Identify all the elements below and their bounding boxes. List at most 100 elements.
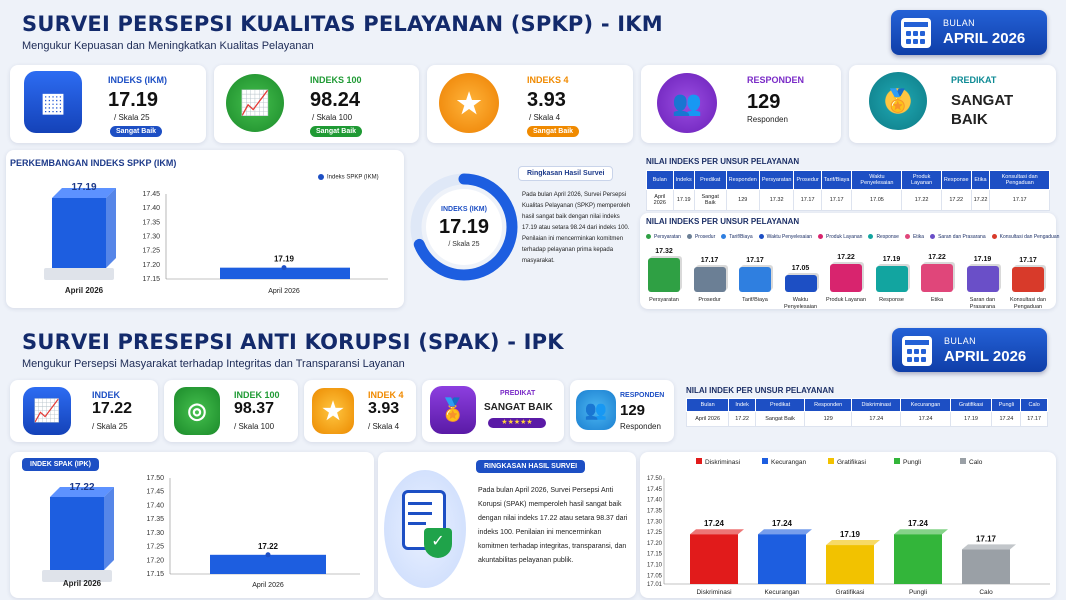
kpi-card-responden: 👥 RESPONDEN 129 Responden — [570, 380, 674, 442]
target-icon: ◎ — [174, 387, 220, 435]
table-header: Konsultasi dan Pengaduan — [989, 170, 1050, 190]
data-label: 17.19 — [882, 256, 901, 264]
table-cell: Sangat Baik — [693, 189, 727, 211]
unsur-bar — [966, 266, 999, 292]
bar-side — [106, 188, 116, 268]
unsur-bar — [875, 266, 908, 292]
calendar-icon — [902, 336, 932, 366]
table-header: Responden — [804, 398, 853, 412]
y-tick-label: 17.20 — [146, 557, 164, 564]
section-title: PERKEMBANGAN INDEKS SPKP (IKM) — [10, 158, 177, 168]
kpi-value: 98.37 — [234, 400, 275, 417]
x-tick-label: Waktu Penyelesaian — [783, 297, 818, 310]
table-cell: 17.17 — [1020, 411, 1048, 427]
table-cell: 17.24 — [991, 411, 1022, 427]
table-cell: 17.24 — [851, 411, 902, 427]
table-header: Prosedur — [793, 170, 822, 190]
legend-item: Etika — [904, 234, 924, 240]
legend-swatch — [960, 458, 966, 464]
y-tick-label: 17.35 — [146, 516, 164, 523]
kpi-scale: / Skala 100 — [312, 113, 353, 122]
y-tick-label: 17.50 — [647, 476, 663, 482]
kpi-card-indek: 📈 INDEK 17.22 / Skala 25 — [10, 380, 158, 442]
table-header: Predikat — [693, 170, 727, 190]
data-label: 17.22 — [928, 254, 946, 262]
data-label: 17.17 — [1019, 257, 1037, 265]
unsur-bar — [784, 274, 817, 292]
x-tick-label: Konsultasi dan Pengaduan — [1009, 297, 1047, 310]
data-point — [265, 552, 271, 558]
legend-item: Saran dan Prasarana — [930, 234, 986, 240]
data-label: 17.19 — [840, 530, 861, 539]
legend-item: Persyaratan — [646, 234, 681, 240]
x-tick-label: Persyaratan — [649, 297, 679, 303]
unsur-bar — [693, 267, 726, 292]
spak-title: SURVEI PRESEPSI ANTI KORUPSI (SPAK) - IP… — [22, 330, 564, 354]
bar — [962, 549, 1010, 584]
y-tick-label: 17.40 — [142, 205, 160, 212]
block-value-label: 17.22 — [69, 482, 94, 493]
calendar-icon — [901, 18, 931, 48]
data-label: 17.32 — [655, 247, 673, 255]
unsur-bar — [830, 264, 862, 292]
legend-dot — [991, 234, 997, 240]
unsur-bar — [739, 267, 771, 292]
legend-dot — [818, 234, 824, 240]
table-cell: April 2026 — [646, 189, 674, 211]
kpi-value: 129 — [747, 91, 781, 113]
table-cell: 17.17 — [989, 189, 1050, 211]
spkp-unsur-chart: 17.32 Persyaratan 17.17 Prosedur 17.17 Tarif/… — [640, 240, 1056, 310]
table-header: Bulan — [685, 398, 730, 412]
table-cell: 17.32 — [758, 189, 795, 211]
x-tick-label: Pungli — [909, 589, 927, 596]
legend-label: Indeks SPKP (IKM) — [327, 174, 379, 181]
legend-label: Kecurangan — [771, 459, 806, 466]
table-cell: 17.19 — [949, 411, 993, 427]
table-cell: 17.22 — [970, 189, 991, 211]
legend-dot — [868, 234, 874, 240]
x-tick-label: Kecurangan — [764, 589, 799, 596]
people-icon: 👥 — [657, 73, 717, 133]
legend-item: Produk Layanan — [818, 234, 862, 240]
spak-trend-chart: 17.50 17.45 17.40 17.35 17.30 17.25 17.20 17.15… — [42, 475, 360, 589]
trend-bar — [210, 554, 326, 574]
y-tick-label: 17.40 — [146, 502, 164, 509]
summary-text: Pada bulan April 2026, Survei Persepsi K… — [522, 192, 631, 264]
legend-label: Waktu Penyelesaian — [766, 234, 813, 240]
legend-swatch — [696, 458, 702, 464]
table-header: Responden — [725, 170, 760, 190]
bar — [826, 545, 874, 584]
x-tick-label: April 2026 — [268, 288, 300, 295]
month-value: APRIL 2026 — [943, 30, 1026, 47]
kpi-scale: / Skala 25 — [92, 422, 128, 431]
bar-top — [826, 540, 880, 546]
x-tick-label: Etika — [930, 297, 944, 303]
legend-dot — [318, 174, 324, 180]
legend-item: Response — [868, 234, 899, 240]
kpi-label: RESPONDEN — [747, 75, 805, 85]
kpi-value: 129 — [620, 402, 646, 419]
legend-label: Pungli — [903, 459, 921, 466]
spak-subtitle: Mengukur Persepsi Masyarakat terhadap In… — [22, 358, 405, 370]
y-tick-label: 17.01 — [647, 582, 663, 588]
bar — [52, 198, 106, 268]
data-label: 17.19 — [973, 256, 992, 264]
bar — [50, 497, 104, 570]
bar-top — [52, 188, 116, 198]
spak-month-badge: BULAN APRIL 2026 — [892, 328, 1047, 372]
medal-icon: 🏅 — [430, 386, 476, 434]
y-tick-label: 17.10 — [647, 563, 663, 569]
data-label: 17.17 — [976, 534, 997, 543]
summary-title: Ringkasan Hasil Survei — [518, 166, 614, 181]
legend-swatch — [828, 458, 834, 464]
gauge-ring — [410, 173, 518, 281]
kpi-card-ikm: ▦ INDEKS (IKM) 17.19 / Skala 25 Sangat B… — [10, 65, 206, 143]
x-tick-label: Diskriminasi — [696, 589, 731, 596]
legend-dot — [646, 234, 651, 240]
kpi-card-indek100: ◎ INDEK 100 98.37 / Skala 100 — [164, 380, 298, 442]
table-header: Kecurangan — [900, 398, 951, 412]
spkp-unsur-table: Bulan Indeks Predikat Responden Persyaratan P… — [646, 170, 1050, 211]
legend-dot — [904, 234, 910, 240]
kpi-value: 3.93 — [368, 400, 400, 417]
month-value: APRIL 2026 — [944, 348, 1027, 365]
